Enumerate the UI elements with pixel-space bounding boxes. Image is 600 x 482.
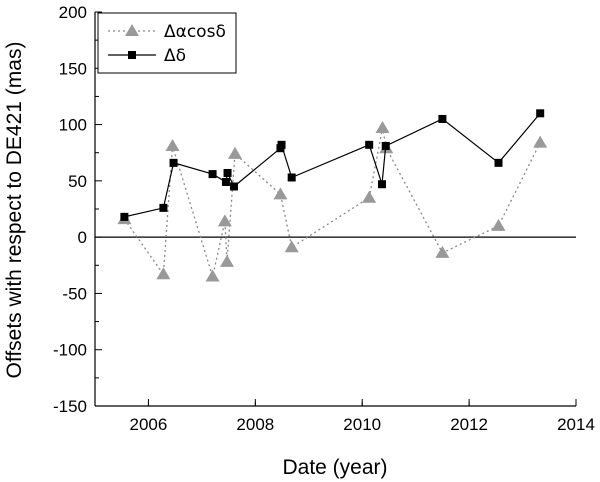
legend: Δαcosδ Δδ: [97, 12, 237, 74]
series-1: [117, 120, 548, 282]
square-point: [287, 173, 296, 182]
triangle-point: [205, 269, 220, 282]
square-point: [221, 177, 230, 186]
y-tick-label: -50: [62, 284, 87, 303]
series-layer: [117, 109, 548, 282]
y-tick-label: 50: [68, 172, 87, 191]
x-tick-label: 2010: [343, 415, 381, 434]
y-tick-label: 150: [59, 59, 87, 78]
triangle-point: [375, 120, 390, 133]
axes-layer: -150 -100 -50 0 50 100 150 200 2006 2008 2010 2012 2…: [53, 3, 595, 434]
triangle-point: [165, 138, 180, 151]
square-point: [381, 141, 390, 150]
square-point: [159, 203, 168, 212]
y-tick-label: 100: [59, 116, 87, 135]
series-2: [120, 109, 545, 221]
x-tick-label: 2012: [450, 415, 488, 434]
triangle-point: [228, 146, 243, 159]
legend-label-2: Δδ: [164, 46, 186, 66]
y-tick-label: -100: [53, 341, 87, 360]
y-tick-label: -150: [53, 397, 87, 416]
square-point: [277, 140, 286, 149]
square-point: [229, 182, 238, 191]
triangle-point: [491, 218, 506, 231]
series-2-line: [124, 112, 541, 218]
x-axis-label: Date (year): [282, 456, 387, 479]
legend-label-1: Δαcosδ: [164, 22, 226, 42]
square-point: [494, 158, 503, 167]
y-axis-label: Offsets with respect to DE421 (mas): [3, 42, 26, 379]
triangle-point: [362, 190, 377, 203]
legend-square-marker: [128, 51, 136, 59]
triangle-point: [217, 214, 232, 227]
x-tick-label: 2008: [236, 415, 274, 434]
series-1-line: [123, 127, 541, 280]
triangle-point: [273, 187, 288, 200]
legend-triangle-marker: [125, 24, 139, 36]
square-point: [223, 168, 232, 177]
square-point: [536, 109, 545, 118]
triangle-point: [220, 254, 235, 267]
square-point: [169, 158, 178, 167]
square-point: [438, 114, 447, 123]
triangle-point: [284, 240, 299, 253]
square-point: [120, 212, 129, 221]
triangle-point: [533, 135, 548, 148]
triangle-point: [435, 245, 450, 258]
square-point: [208, 170, 217, 179]
square-point: [377, 180, 386, 189]
y-tick-label: 200: [59, 3, 87, 22]
legend-box: [97, 12, 237, 74]
square-point: [365, 140, 374, 149]
triangle-point: [156, 267, 171, 280]
x-tick-label: 2006: [130, 415, 168, 434]
y-tick-label: 0: [78, 228, 87, 247]
x-tick-label: 2014: [557, 415, 595, 434]
